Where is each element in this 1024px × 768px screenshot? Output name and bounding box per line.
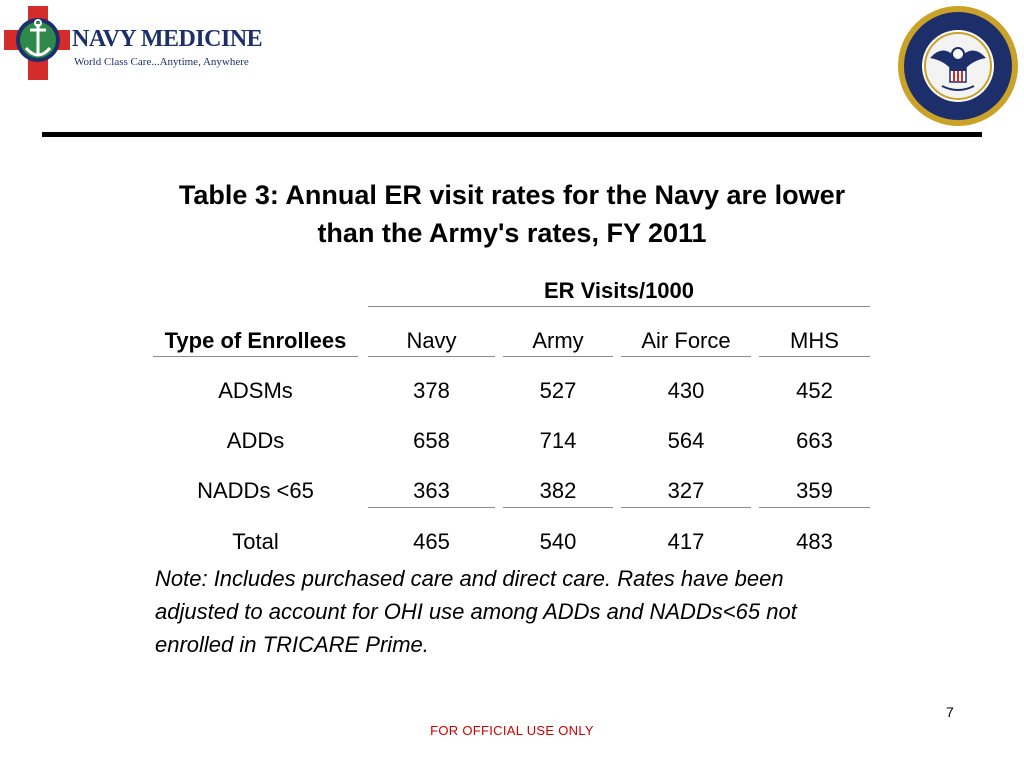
- column-header-mhs: MHS: [790, 328, 839, 353]
- header-divider: [42, 132, 982, 137]
- page-number: 7: [946, 704, 954, 720]
- header-underline: [503, 356, 613, 357]
- subtotal-underline: [621, 507, 751, 508]
- subtotal-underline: [759, 507, 870, 508]
- header-underline: [621, 356, 751, 357]
- row-label-total: Total: [232, 529, 279, 554]
- column-header-army: Army: [532, 328, 584, 353]
- footer-classification: FOR OFFICIAL USE ONLY: [430, 723, 594, 738]
- table-cell: 382: [539, 478, 577, 503]
- group-header-underline: [368, 306, 870, 307]
- row-header-label: Type of Enrollees: [164, 328, 347, 353]
- table-cell: 363: [413, 478, 450, 503]
- table-cell: 430: [667, 378, 705, 403]
- row-label-adsms: ADSMs: [218, 378, 293, 403]
- eagle-seal-icon: [898, 6, 1018, 126]
- column-header-navy: Navy: [406, 328, 457, 353]
- subtotal-underline: [503, 507, 613, 508]
- table-cell: 452: [796, 378, 833, 403]
- table-cell: 658: [413, 428, 450, 453]
- logo-title: NAVY MEDICINE: [72, 26, 263, 52]
- anchor-cross-icon: [4, 6, 70, 80]
- header-underline: [759, 356, 870, 357]
- table-cell: 540: [539, 529, 577, 554]
- row-label-adds: ADDs: [226, 428, 285, 453]
- header-underline: [368, 356, 495, 357]
- table-cell: 378: [413, 378, 450, 403]
- table-cell: 483: [796, 529, 833, 554]
- slide-title: Table 3: Annual ER visit rates for the N…: [178, 180, 846, 248]
- table-cell: 327: [667, 478, 705, 503]
- table-cell: 417: [667, 529, 705, 554]
- subtotal-underline: [368, 507, 495, 508]
- table-cell: 359: [796, 478, 833, 503]
- table-cell: 465: [413, 529, 450, 554]
- navy-medicine-logo: NAVY MEDICINE World Class Care...Anytime…: [4, 4, 263, 82]
- table-cell: 663: [796, 428, 833, 453]
- group-header-er-visits: ER Visits/1000: [543, 278, 695, 303]
- navy-bumed-seal: [894, 2, 1022, 130]
- table-note: Note: Includes purchased care and direct…: [155, 566, 797, 657]
- table-cell: 714: [539, 428, 577, 453]
- logo-tagline: World Class Care...Anytime, Anywhere: [74, 56, 249, 68]
- table-cell: 527: [539, 378, 577, 403]
- table-cell: 564: [667, 428, 705, 453]
- column-header-air-force: Air Force: [641, 328, 731, 353]
- row-label-nadds: NADDs <65: [197, 478, 314, 503]
- header-underline: [153, 356, 358, 357]
